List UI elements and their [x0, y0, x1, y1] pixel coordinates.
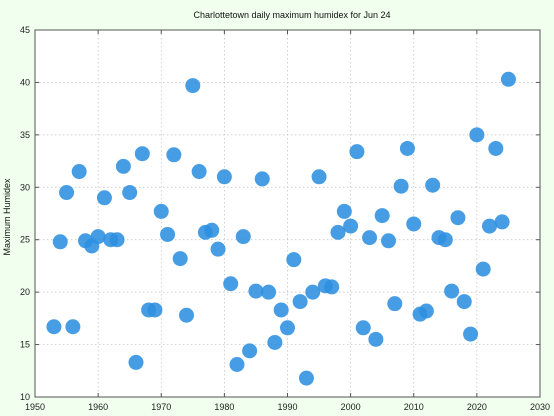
data-point — [286, 252, 302, 268]
data-point — [381, 233, 396, 249]
data-point — [59, 185, 75, 201]
data-point — [500, 71, 516, 87]
data-point — [273, 302, 289, 318]
data-point — [355, 320, 371, 336]
data-point — [456, 294, 472, 310]
y-tick-label: 30 — [20, 182, 30, 192]
data-point — [324, 279, 340, 295]
data-point — [387, 296, 403, 312]
data-point — [393, 178, 409, 194]
data-point — [160, 226, 176, 242]
data-point — [343, 218, 359, 234]
data-point — [482, 218, 497, 234]
plot-area — [34, 29, 541, 398]
data-point — [109, 232, 125, 248]
data-point — [362, 230, 378, 246]
data-point — [153, 203, 169, 219]
x-tick-label: 1990 — [277, 402, 297, 412]
y-tick-label: 25 — [20, 235, 30, 245]
data-point — [216, 169, 232, 185]
data-point — [185, 78, 201, 94]
data-points — [46, 71, 516, 386]
data-point — [229, 356, 245, 372]
data-point — [305, 284, 321, 300]
data-point — [65, 319, 81, 335]
y-tick-label: 35 — [20, 130, 30, 140]
data-point — [242, 343, 258, 359]
data-point — [46, 319, 62, 335]
data-point — [179, 307, 194, 323]
data-point — [248, 283, 264, 299]
data-point — [311, 169, 327, 185]
chart-title: Charlottetown daily maximum humidex for … — [193, 10, 390, 20]
data-point — [425, 177, 441, 193]
x-tick-label: 2010 — [404, 402, 424, 412]
data-point — [488, 140, 504, 156]
data-point — [406, 216, 422, 232]
data-point — [437, 232, 453, 248]
data-point — [267, 334, 283, 350]
data-point — [292, 294, 308, 310]
data-point — [475, 261, 491, 277]
data-point — [235, 229, 251, 245]
data-point — [115, 158, 131, 174]
data-point — [261, 284, 277, 300]
data-point — [254, 171, 270, 187]
x-tick-label: 1970 — [151, 402, 171, 412]
data-point — [418, 303, 434, 319]
data-point — [204, 222, 220, 238]
data-point — [52, 234, 68, 250]
data-point — [349, 144, 365, 160]
x-tick-label: 1980 — [214, 402, 234, 412]
y-axis-label: Maximum Humidex — [2, 178, 12, 256]
y-tick-label: 40 — [20, 77, 30, 87]
data-point — [128, 354, 144, 370]
data-point — [450, 210, 466, 226]
data-point — [90, 229, 106, 245]
data-point — [444, 283, 460, 299]
data-point — [134, 146, 150, 162]
data-point — [191, 164, 207, 180]
data-point — [96, 190, 112, 206]
y-tick-label: 45 — [20, 25, 30, 35]
data-point — [374, 208, 390, 224]
y-tick-label: 10 — [20, 392, 30, 402]
data-point — [223, 276, 239, 292]
x-tick-label: 1950 — [25, 402, 45, 412]
data-point — [298, 370, 314, 386]
y-tick-label: 20 — [20, 287, 30, 297]
data-point — [463, 326, 479, 342]
data-point — [399, 140, 415, 156]
data-point — [494, 214, 510, 230]
x-tick-label: 1960 — [88, 402, 108, 412]
data-point — [71, 164, 87, 180]
x-tick-label: 2030 — [530, 402, 550, 412]
y-tick-label: 15 — [20, 340, 30, 350]
data-point — [172, 251, 188, 267]
data-point — [469, 127, 485, 143]
data-point — [330, 224, 346, 240]
axis-ticks: 1950 1960 1970 1980 1990 2000 2010 2020 20301015… — [20, 25, 550, 412]
data-point — [166, 147, 182, 163]
data-point — [336, 203, 352, 219]
x-tick-label: 2020 — [467, 402, 487, 412]
data-point — [280, 320, 295, 336]
x-tick-label: 2000 — [341, 402, 361, 412]
data-point — [122, 185, 138, 201]
data-point — [210, 241, 226, 257]
data-point — [368, 331, 384, 347]
data-point — [147, 302, 163, 318]
